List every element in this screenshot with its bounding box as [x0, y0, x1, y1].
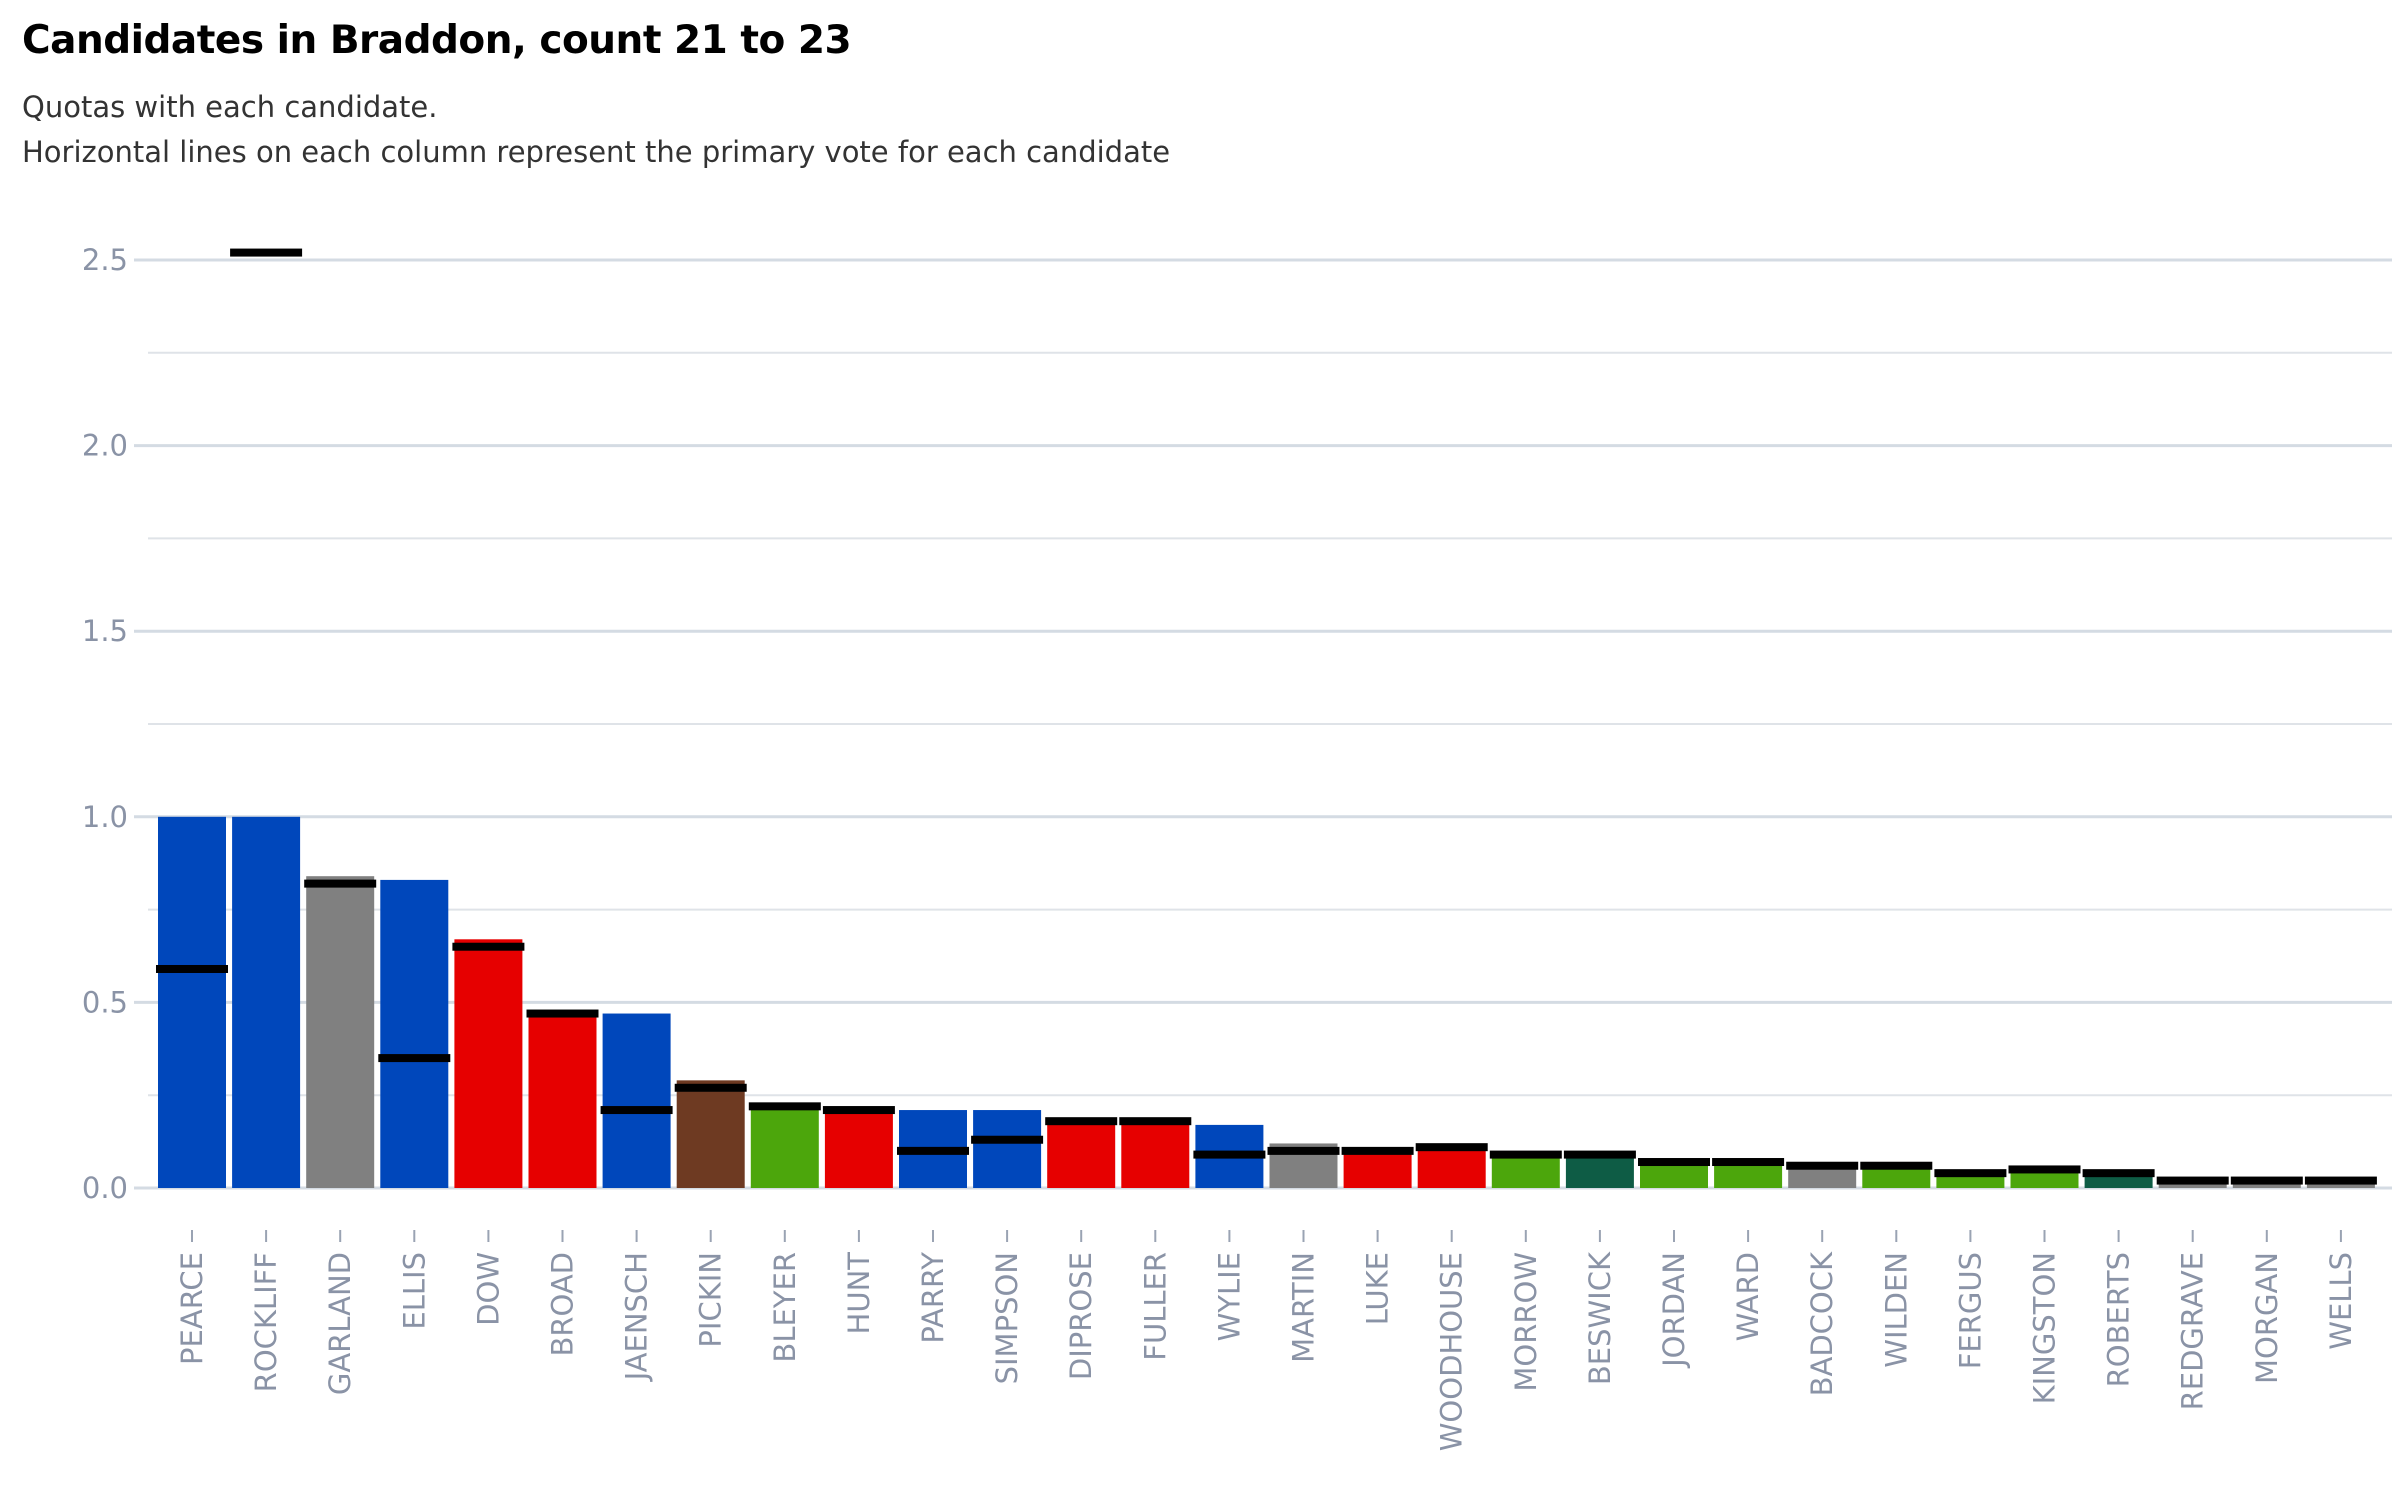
bar-morrow — [1491, 1154, 1560, 1188]
x-tick-label: MORROW — [1509, 1252, 1543, 1392]
bar-wilden — [1862, 1165, 1931, 1188]
subtitle-line-1: Quotas with each candidate. — [22, 90, 438, 124]
bar-woodhouse — [1417, 1147, 1486, 1188]
bar-broad — [528, 1013, 597, 1188]
primary-marker-parry — [897, 1146, 969, 1155]
primary-marker-luke — [1341, 1146, 1414, 1155]
primary-vote-markers — [156, 248, 2377, 1185]
bar-jordan — [1640, 1162, 1708, 1188]
primary-marker-redgrave — [2156, 1176, 2229, 1185]
x-tick-label: HUNT — [842, 1252, 876, 1335]
primary-marker-morrow — [1489, 1150, 1562, 1159]
x-tick-label: FULLER — [1138, 1252, 1172, 1361]
x-tick-label: GARLAND — [323, 1252, 357, 1395]
primary-marker-wylie — [1193, 1150, 1266, 1159]
y-axis-ticks: 0.0 0.5 1.0 1.5 2.0 2.5 — [82, 243, 128, 1205]
primary-marker-martin — [1267, 1146, 1340, 1155]
x-tick-label: DIPROSE — [1064, 1252, 1098, 1380]
x-tick-label: ROCKLIFF — [249, 1252, 283, 1392]
y-tick-label: 0.5 — [82, 985, 128, 1019]
y-tick-label: 1.0 — [82, 800, 128, 834]
bar-rockliff — [232, 816, 301, 1188]
x-tick-label: BADCOCK — [1805, 1251, 1839, 1396]
subtitle-line-2: Horizontal lines on each column represen… — [22, 135, 1171, 169]
x-tick-label: PEARCE — [175, 1252, 209, 1365]
x-tick-label: WILDEN — [1879, 1252, 1913, 1368]
primary-marker-wells — [2304, 1176, 2377, 1185]
bar-jaensch — [602, 1013, 671, 1188]
y-tick-label: 2.0 — [82, 429, 128, 463]
bar-ward — [1714, 1162, 1783, 1188]
x-tick-label: JORDAN — [1657, 1252, 1691, 1369]
x-tick-label: JAENSCH — [620, 1252, 654, 1382]
bar-badcock — [1788, 1165, 1857, 1188]
bar-luke — [1343, 1150, 1412, 1188]
bar-pickin — [676, 1080, 745, 1188]
primary-marker-wilden — [1860, 1161, 1933, 1170]
x-tick-label: BROAD — [546, 1252, 580, 1357]
bar-simpson — [973, 1110, 1042, 1188]
x-tick-label: FERGUS — [1953, 1252, 1987, 1369]
x-tick-label: SIMPSON — [990, 1252, 1024, 1384]
bars — [158, 816, 2375, 1188]
x-tick-label: REDGRAVE — [2176, 1252, 2210, 1410]
primary-marker-rockliff — [230, 248, 303, 257]
bar-garland — [306, 876, 375, 1188]
x-tick-label: MARTIN — [1287, 1252, 1321, 1363]
x-tick-label: KINGSTON — [2028, 1252, 2062, 1404]
primary-marker-pearce — [156, 964, 228, 973]
primary-marker-broad — [526, 1009, 599, 1018]
bar-ellis — [380, 879, 449, 1188]
gridlines — [134, 258, 2392, 1190]
primary-marker-bleyer — [748, 1102, 821, 1111]
x-tick-label: PARRY — [916, 1252, 950, 1344]
primary-marker-fuller — [1119, 1117, 1192, 1126]
x-axis-ticks: PEARCE ROCKLIFF GARLAND ELLIS DOW BROAD JAENSC… — [175, 1230, 2358, 1451]
x-tick-label: PICKIN — [694, 1252, 728, 1348]
x-tick-label: DOW — [471, 1252, 505, 1326]
bar-dow — [454, 939, 523, 1188]
x-tick-label: WARD — [1731, 1252, 1765, 1341]
primary-marker-simpson — [971, 1135, 1044, 1144]
x-tick-label: WELLS — [2324, 1252, 2358, 1350]
primary-marker-ward — [1712, 1158, 1785, 1167]
bar-fuller — [1121, 1121, 1190, 1188]
chart-title: Candidates in Braddon, count 21 to 23 — [22, 18, 852, 63]
x-tick-label: LUKE — [1361, 1252, 1395, 1325]
primary-marker-morgan — [2230, 1176, 2303, 1185]
bar-beswick — [1565, 1154, 1634, 1188]
x-tick-label: BESWICK — [1583, 1251, 1617, 1385]
x-tick-label: WOODHOUSE — [1435, 1252, 1469, 1451]
primary-marker-jordan — [1638, 1158, 1710, 1167]
x-tick-label: BLEYER — [768, 1252, 802, 1363]
bar-pearce — [158, 816, 226, 1188]
primary-marker-pickin — [674, 1083, 747, 1092]
bar-hunt — [824, 1110, 893, 1188]
primary-marker-kingston — [2008, 1165, 2081, 1174]
primary-marker-beswick — [1563, 1150, 1636, 1159]
bar-bleyer — [750, 1106, 819, 1188]
primary-marker-hunt — [822, 1106, 895, 1115]
x-tick-label: WYLIE — [1212, 1252, 1246, 1341]
primary-marker-badcock — [1786, 1161, 1859, 1170]
primary-marker-jaensch — [600, 1106, 673, 1115]
chart-header: Candidates in Braddon, count 21 to 23 Qu… — [22, 18, 1170, 175]
chart-subtitle: Quotas with each candidate. Horizontal l… — [22, 85, 1170, 175]
primary-marker-ellis — [378, 1054, 451, 1063]
y-tick-label: 2.5 — [82, 243, 128, 277]
primary-marker-roberts — [2082, 1169, 2155, 1178]
primary-marker-dow — [452, 942, 525, 951]
x-tick-label: ELLIS — [397, 1252, 431, 1330]
x-tick-label: MORGAN — [2250, 1252, 2284, 1384]
bar-kingston — [2010, 1169, 2079, 1188]
y-tick-label: 0.0 — [82, 1171, 128, 1205]
x-tick-label: ROBERTS — [2102, 1252, 2136, 1387]
bar-diprose — [1047, 1121, 1116, 1188]
primary-marker-diprose — [1045, 1117, 1118, 1126]
primary-marker-fergus — [1934, 1169, 2007, 1178]
primary-marker-woodhouse — [1415, 1143, 1488, 1152]
y-tick-label: 1.5 — [82, 614, 128, 648]
primary-marker-garland — [304, 879, 377, 888]
